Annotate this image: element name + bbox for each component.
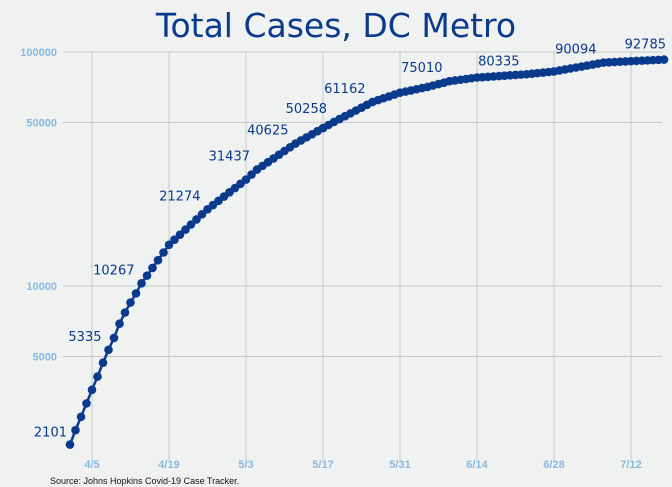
data-point — [98, 358, 108, 368]
x-tick-label: 4/5 — [84, 459, 99, 471]
data-point — [192, 215, 201, 224]
data-label: 75010 — [401, 61, 442, 76]
data-label: 31437 — [209, 150, 250, 165]
data-point — [175, 230, 185, 239]
data-point — [76, 412, 86, 422]
data-point — [186, 220, 196, 229]
data-label: 92785 — [625, 38, 666, 53]
data-label: 21274 — [159, 189, 200, 204]
data-point — [109, 333, 119, 343]
y-tick-label: 5000 — [33, 351, 57, 363]
chart-title: Total Cases, DC Metro — [155, 6, 517, 45]
data-point — [131, 289, 141, 298]
x-tick-label: 6/28 — [543, 459, 564, 471]
data-point — [82, 399, 91, 408]
x-tick-label: 6/14 — [466, 459, 488, 471]
data-point — [659, 55, 669, 64]
data-label: 2101 — [34, 426, 67, 441]
y-tick-label: 50000 — [26, 117, 57, 129]
data-point — [153, 255, 163, 265]
data-point — [126, 298, 135, 307]
x-tick-label: 5/3 — [238, 459, 253, 471]
data-label: 5335 — [68, 330, 101, 345]
data-label: 10267 — [93, 263, 134, 278]
data-point — [164, 240, 174, 250]
x-tick-label: 5/17 — [312, 459, 333, 471]
data-point — [65, 440, 75, 449]
data-point — [197, 210, 207, 219]
data-point — [247, 170, 256, 179]
data-point — [159, 248, 168, 257]
data-point — [120, 308, 130, 317]
data-point — [241, 175, 251, 184]
x-tick-label: 4/19 — [158, 459, 179, 471]
y-tick-label: 100000 — [20, 47, 57, 59]
y-tick-label: 10000 — [26, 281, 57, 293]
data-point — [104, 345, 113, 355]
series-line — [68, 58, 665, 446]
data-point — [142, 271, 152, 280]
data-point — [181, 225, 190, 234]
data-label: 40625 — [247, 124, 288, 139]
x-tick-label: 5/31 — [389, 459, 410, 471]
data-point — [170, 235, 179, 245]
data-point — [148, 263, 157, 273]
data-label: 90094 — [555, 43, 596, 58]
data-label: 61162 — [324, 82, 365, 97]
source-note: Source: Johns Hopkins Covid-19 Case Trac… — [50, 476, 240, 486]
data-point — [87, 385, 97, 395]
data-point — [93, 372, 102, 381]
data-label: 50258 — [286, 102, 327, 117]
x-tick-label: 7/12 — [620, 459, 641, 471]
data-point — [115, 319, 124, 329]
data-point — [137, 279, 146, 288]
data-label: 80335 — [478, 54, 519, 69]
data-point — [71, 425, 80, 435]
